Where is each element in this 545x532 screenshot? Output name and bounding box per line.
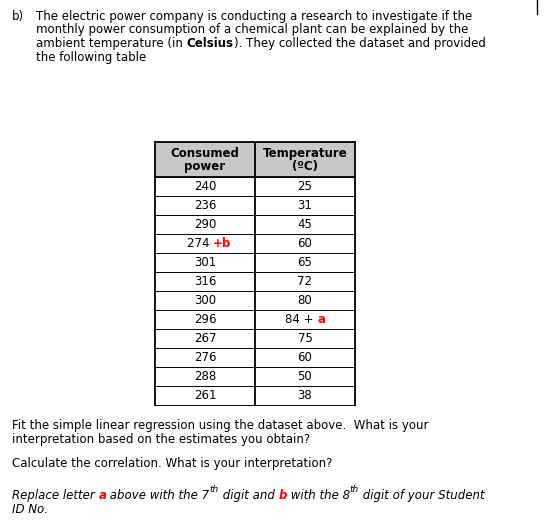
Text: +b: +b bbox=[213, 237, 232, 250]
Text: Replace letter: Replace letter bbox=[12, 489, 99, 502]
Text: the following table: the following table bbox=[36, 51, 146, 63]
Text: 267: 267 bbox=[194, 332, 216, 345]
Text: 45: 45 bbox=[298, 218, 312, 231]
Text: b: b bbox=[278, 489, 287, 502]
Text: interpretation based on the estimates you obtain?: interpretation based on the estimates yo… bbox=[12, 433, 310, 446]
Text: Calculate the correlation. What is your interpretation?: Calculate the correlation. What is your … bbox=[12, 457, 332, 470]
Text: digit of your Student: digit of your Student bbox=[359, 489, 485, 502]
Text: Fit the simple linear regression using the dataset above.  What is your: Fit the simple linear regression using t… bbox=[12, 419, 428, 432]
Text: with the 8: with the 8 bbox=[287, 489, 350, 502]
Text: th: th bbox=[350, 486, 359, 495]
Text: b): b) bbox=[12, 10, 24, 23]
Text: 80: 80 bbox=[298, 294, 312, 307]
Text: 261: 261 bbox=[194, 389, 216, 402]
Text: ID No.: ID No. bbox=[12, 503, 48, 516]
Text: 288: 288 bbox=[194, 370, 216, 383]
Text: 290: 290 bbox=[194, 218, 216, 231]
Text: 316: 316 bbox=[194, 275, 216, 288]
Text: 31: 31 bbox=[298, 199, 312, 212]
Text: monthly power consumption of a chemical plant can be explained by the: monthly power consumption of a chemical … bbox=[36, 23, 468, 37]
Text: Consumed: Consumed bbox=[171, 147, 239, 160]
Text: 301: 301 bbox=[194, 256, 216, 269]
Text: 38: 38 bbox=[298, 389, 312, 402]
Text: 274: 274 bbox=[187, 237, 213, 250]
Text: 72: 72 bbox=[298, 275, 312, 288]
Text: th: th bbox=[209, 486, 219, 495]
Text: digit and: digit and bbox=[219, 489, 278, 502]
Text: power: power bbox=[184, 160, 226, 173]
Text: 276: 276 bbox=[194, 351, 216, 364]
Text: Celsius: Celsius bbox=[186, 37, 234, 50]
Text: 75: 75 bbox=[298, 332, 312, 345]
Bar bbox=[155, 142, 355, 177]
Text: 240: 240 bbox=[194, 180, 216, 193]
Text: The electric power company is conducting a research to investigate if the: The electric power company is conducting… bbox=[36, 10, 473, 23]
Text: a: a bbox=[99, 489, 106, 502]
Text: 65: 65 bbox=[298, 256, 312, 269]
Text: ). They collected the dataset and provided: ). They collected the dataset and provid… bbox=[234, 37, 486, 50]
Text: 25: 25 bbox=[298, 180, 312, 193]
Text: 50: 50 bbox=[298, 370, 312, 383]
Text: 84 +: 84 + bbox=[285, 313, 317, 326]
Text: 60: 60 bbox=[298, 351, 312, 364]
Text: 300: 300 bbox=[194, 294, 216, 307]
Text: ambient temperature (in: ambient temperature (in bbox=[36, 37, 186, 50]
Text: Temperature: Temperature bbox=[263, 147, 347, 160]
Text: (ºC): (ºC) bbox=[292, 160, 318, 173]
Text: a: a bbox=[317, 313, 325, 326]
Text: 296: 296 bbox=[194, 313, 216, 326]
Text: 60: 60 bbox=[298, 237, 312, 250]
Text: above with the 7: above with the 7 bbox=[106, 489, 209, 502]
Text: 236: 236 bbox=[194, 199, 216, 212]
